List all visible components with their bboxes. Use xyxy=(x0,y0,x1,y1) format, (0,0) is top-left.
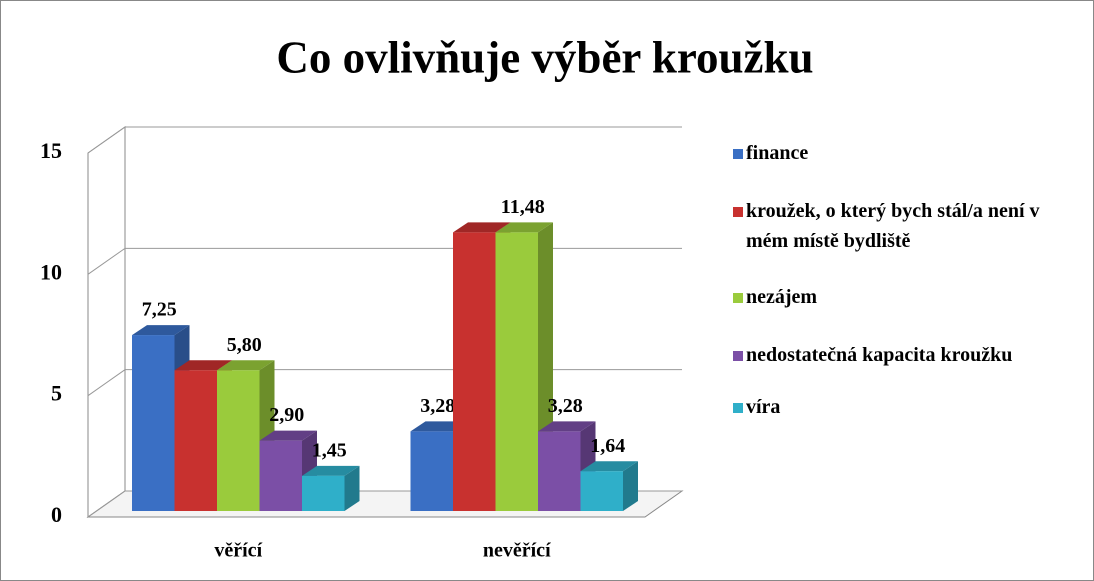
data-label: 3,28 xyxy=(548,395,583,417)
legend-swatch xyxy=(733,293,743,303)
bar xyxy=(453,232,496,511)
y-tick-label: 5 xyxy=(51,381,62,406)
x-tick-label: nevěřící xyxy=(483,540,551,562)
bar-top xyxy=(580,461,638,472)
legend-swatch xyxy=(733,403,743,413)
y-tick-label: 10 xyxy=(40,259,62,284)
legend-item: nezájem xyxy=(733,282,1073,312)
bar-top xyxy=(453,222,511,233)
chart-title: Co ovlivňuje výběr kroužku xyxy=(276,32,813,82)
legend-swatch xyxy=(733,149,743,159)
bar xyxy=(495,232,538,511)
bar xyxy=(174,370,217,511)
legend-label: kroužek, o který bych stál/a není v mém … xyxy=(746,200,1040,252)
bar xyxy=(580,471,623,511)
legend-swatch xyxy=(733,351,743,361)
y-tick-label: 15 xyxy=(40,138,62,163)
legend: finance kroužek, o který bych stál/a není… xyxy=(733,138,1073,422)
legend-item: finance xyxy=(733,138,1073,168)
legend-label: nedostatečná kapacita kroužku xyxy=(746,344,1013,366)
bar xyxy=(259,440,302,511)
legend-item: nedostatečná kapacita kroužku xyxy=(733,340,1073,370)
grid-line xyxy=(87,126,682,154)
legend-item: kroužek, o který bych stál/a není v mém … xyxy=(733,196,1073,256)
legend-label: nezájem xyxy=(746,286,818,308)
x-tick-label: věřící xyxy=(214,540,262,562)
bar-top xyxy=(259,430,317,441)
bar-top xyxy=(495,222,553,233)
data-label: 1,45 xyxy=(312,439,347,461)
legend-item: víra xyxy=(733,392,1073,422)
bar-top xyxy=(302,465,360,476)
side-wall xyxy=(87,126,126,518)
bar xyxy=(302,475,345,511)
data-label: 5,80 xyxy=(227,334,262,356)
bar-side xyxy=(344,465,360,511)
data-label: 2,90 xyxy=(269,404,304,426)
y-tick-label: 0 xyxy=(51,502,62,527)
data-label: 7,25 xyxy=(142,299,177,321)
legend-label: víra xyxy=(746,396,781,418)
bar xyxy=(217,370,260,511)
data-label: 1,64 xyxy=(590,435,625,457)
bar-side xyxy=(623,461,638,511)
bar-top xyxy=(132,325,190,336)
bar-top xyxy=(174,360,232,371)
bar-top xyxy=(538,421,596,432)
legend-label: finance xyxy=(746,142,809,164)
data-label: 3,28 xyxy=(420,395,455,417)
bar xyxy=(410,431,453,511)
legend-swatch xyxy=(733,207,743,217)
bar xyxy=(538,431,581,511)
bar-top xyxy=(217,360,275,371)
data-label: 11,48 xyxy=(501,196,545,218)
bar xyxy=(132,335,175,511)
